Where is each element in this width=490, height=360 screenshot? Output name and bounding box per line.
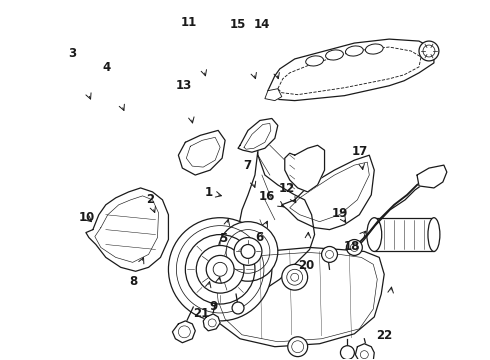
Polygon shape <box>238 130 315 289</box>
Text: 7: 7 <box>244 159 251 172</box>
Circle shape <box>341 346 354 360</box>
Polygon shape <box>178 130 225 175</box>
Polygon shape <box>268 39 434 100</box>
Ellipse shape <box>367 218 382 251</box>
Circle shape <box>218 222 278 281</box>
Text: 17: 17 <box>351 145 368 158</box>
Polygon shape <box>374 218 434 251</box>
Text: 16: 16 <box>259 190 275 203</box>
Text: 5: 5 <box>219 233 227 246</box>
Polygon shape <box>417 165 447 188</box>
Circle shape <box>288 337 308 357</box>
Circle shape <box>232 302 244 314</box>
Text: 12: 12 <box>278 183 294 195</box>
Circle shape <box>241 244 255 258</box>
Circle shape <box>234 238 262 265</box>
Circle shape <box>282 264 308 290</box>
Text: 13: 13 <box>176 79 192 92</box>
Circle shape <box>419 41 439 61</box>
Polygon shape <box>203 314 220 331</box>
Ellipse shape <box>366 44 383 54</box>
Polygon shape <box>210 247 384 347</box>
Ellipse shape <box>325 50 343 60</box>
Text: 20: 20 <box>298 259 314 272</box>
Text: 1: 1 <box>204 186 213 199</box>
Text: 11: 11 <box>181 15 197 28</box>
Text: 2: 2 <box>146 193 154 206</box>
Polygon shape <box>265 89 282 100</box>
Text: 21: 21 <box>193 307 209 320</box>
Polygon shape <box>282 155 374 230</box>
Polygon shape <box>86 188 169 271</box>
Circle shape <box>213 262 227 276</box>
Polygon shape <box>355 344 374 360</box>
Text: 4: 4 <box>102 61 110 74</box>
Circle shape <box>206 255 234 283</box>
Circle shape <box>291 273 299 281</box>
Circle shape <box>321 247 338 262</box>
Ellipse shape <box>306 56 323 66</box>
Text: 18: 18 <box>344 240 360 253</box>
Text: 9: 9 <box>209 300 218 313</box>
Text: 6: 6 <box>255 231 264 244</box>
Text: 22: 22 <box>376 329 392 342</box>
Text: 14: 14 <box>254 18 270 31</box>
Text: 3: 3 <box>68 47 76 60</box>
Circle shape <box>196 246 244 293</box>
Circle shape <box>169 218 272 321</box>
Polygon shape <box>172 321 196 343</box>
Text: 8: 8 <box>129 275 137 288</box>
Ellipse shape <box>428 218 440 251</box>
Circle shape <box>346 239 362 255</box>
Ellipse shape <box>345 46 363 56</box>
Text: 10: 10 <box>78 211 95 224</box>
Polygon shape <box>238 118 278 152</box>
Text: 15: 15 <box>229 18 246 31</box>
Polygon shape <box>285 145 324 192</box>
Text: 19: 19 <box>332 207 348 220</box>
